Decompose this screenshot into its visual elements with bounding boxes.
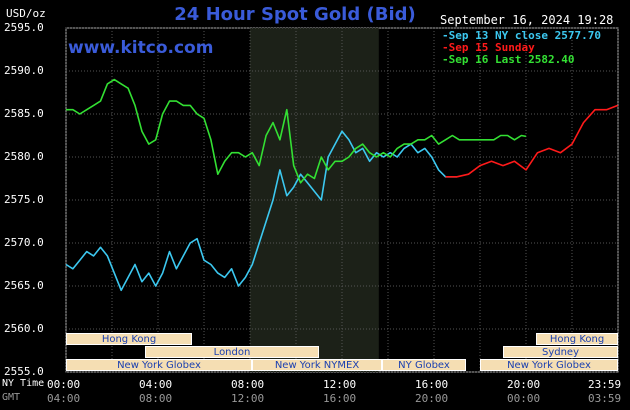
y-tick-label: 2570.0 bbox=[4, 236, 44, 249]
legend-item-last: -Sep 16 Last 2582.40 bbox=[442, 53, 574, 66]
y-tick-label: 2585.0 bbox=[4, 107, 44, 120]
y-tick-label: 2595.0 bbox=[4, 21, 44, 34]
x-tick-gmt: 00:00 bbox=[507, 392, 541, 405]
x-tick-gmt: 16:00 bbox=[323, 392, 357, 405]
x-tick-gmt: 03:59 bbox=[588, 392, 622, 405]
y-tick-label: 2580.0 bbox=[4, 150, 44, 163]
chart-title: 24 Hour Spot Gold (Bid) bbox=[174, 4, 416, 25]
session-ny-globex: New York Globex bbox=[66, 359, 252, 371]
session-hong-kong: Hong Kong bbox=[66, 333, 192, 345]
x-tick-ny: 16:00 bbox=[415, 378, 449, 391]
legend-dash: - bbox=[442, 29, 449, 42]
session-hong-kong-next: Hong Kong bbox=[536, 333, 618, 345]
x-tick-ny: 00:00 bbox=[47, 378, 81, 391]
x-axis-gmt-label: GMT bbox=[2, 392, 21, 403]
legend-dash: - bbox=[442, 53, 449, 66]
session-ny-nymex: New York NYMEX bbox=[252, 359, 382, 371]
x-tick-gmt: 20:00 bbox=[415, 392, 449, 405]
x-tick-ny: 04:00 bbox=[139, 378, 173, 391]
x-tick-ny: 20:00 bbox=[507, 378, 541, 391]
legend-item-label: Sep 16 Last 2582.40 bbox=[448, 53, 575, 66]
legend-date-time: September 16, 2024 19:28 bbox=[440, 13, 614, 27]
y-unit-label: USD/oz bbox=[6, 7, 46, 20]
y-tick-label: 2565.0 bbox=[4, 279, 44, 292]
brand-link[interactable]: www.kitco.com bbox=[68, 38, 214, 58]
y-tick-label: 2560.0 bbox=[4, 322, 44, 335]
y-tick-label: 2590.0 bbox=[4, 64, 44, 77]
legend-item-label: Sep 15 Sunday bbox=[448, 41, 535, 54]
session-london: London bbox=[145, 346, 319, 358]
y-tick-label: 2575.0 bbox=[4, 193, 44, 206]
session-ny-globex-next: New York Globex bbox=[480, 359, 618, 371]
x-tick-ny: 08:00 bbox=[231, 378, 265, 391]
session-ny-globex-evening: NY Globex bbox=[382, 359, 466, 371]
x-tick-ny: 23:59 bbox=[588, 378, 622, 391]
session-sydney: Sydney bbox=[503, 346, 618, 358]
x-axis-ny-time-label: NY Time bbox=[2, 378, 45, 389]
series-line-last bbox=[66, 78, 527, 184]
legend-item-label: Sep 13 NY close 2577.70 bbox=[448, 29, 601, 42]
x-tick-gmt: 12:00 bbox=[231, 392, 265, 405]
x-tick-gmt: 04:00 bbox=[47, 392, 81, 405]
legend-dash: - bbox=[442, 41, 449, 54]
x-tick-ny: 12:00 bbox=[323, 378, 357, 391]
legend-item-sunday: -Sep 15 Sunday bbox=[442, 41, 535, 54]
y-tick-label: 2555.0 bbox=[4, 365, 44, 378]
nymex-highlight-band bbox=[250, 28, 379, 372]
legend-item-ny-close: -Sep 13 NY close 2577.70 bbox=[442, 29, 601, 42]
series-line-sunday bbox=[445, 104, 619, 178]
x-tick-gmt: 08:00 bbox=[139, 392, 173, 405]
series-line-ny-close bbox=[65, 130, 457, 292]
